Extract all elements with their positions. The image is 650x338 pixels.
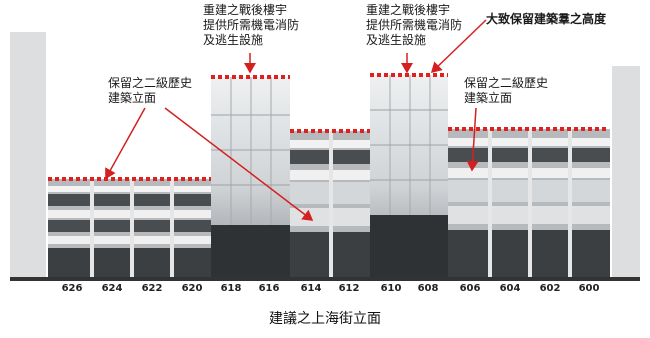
street-number: 614 [300,283,322,294]
figure-caption: 建議之上海街立面 [269,311,381,327]
historic-facade-left [48,179,211,278]
historic-facade-middle [290,131,370,278]
label-redeveloped-left-2: 提供所需機電消防 [203,18,300,32]
street-number: 622 [141,283,163,294]
street-number: 602 [539,283,561,294]
height-line [48,73,606,181]
street-number: 608 [417,283,439,294]
label-facade-right-1: 保留之二級歷史 [464,76,549,90]
street-number: 604 [499,283,521,294]
street-number: 610 [380,283,402,294]
street-number: 624 [101,283,123,294]
label-facade-left-2: 建築立面 [108,91,157,105]
street-number: 612 [338,283,360,294]
neighbor-building-right [612,66,640,280]
label-redeveloped-left-3: 及逃生設施 [203,33,264,47]
neighbor-building-left [10,32,46,280]
label-redeveloped-right-3: 及逃生設施 [366,33,427,47]
label-height-note: 大致保留建築羣之高度 [486,12,607,26]
street-number: 600 [578,283,600,294]
street-number: 616 [258,283,280,294]
redeveloped-building-left [211,77,290,278]
street-number: 618 [220,283,242,294]
ground-line [10,277,640,281]
label-facade-right-2: 建築立面 [464,91,513,105]
street-number: 626 [61,283,83,294]
street-number: 620 [181,283,203,294]
street-number: 606 [459,283,481,294]
label-facade-left-1: 保留之二級歷史 [108,76,193,90]
label-redeveloped-right-2: 提供所需機電消防 [366,18,463,32]
label-redeveloped-right-1: 重建之戰後樓宇 [366,3,451,17]
historic-facade-right [448,129,610,278]
label-redeveloped-left-1: 重建之戰後樓宇 [203,3,288,17]
annotation-arrows [105,19,487,221]
redeveloped-building-right [370,75,448,278]
